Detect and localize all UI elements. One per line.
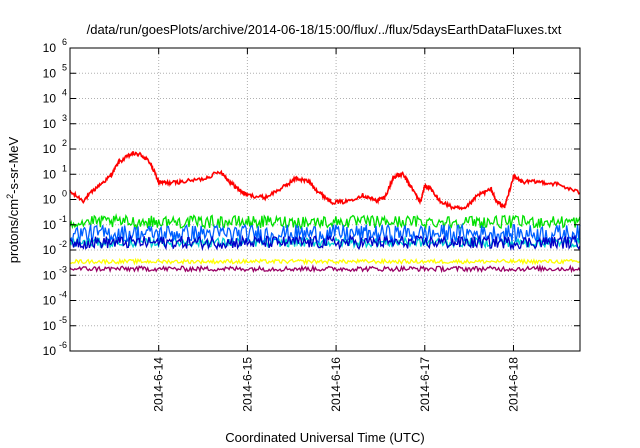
y-tick-label: 10 [43,243,57,257]
y-tick-exponent: -6 [59,340,67,350]
x-axis: 2014-6-14 2014-6-15 2014-6-16 2014-6-17 2014… [152,48,520,412]
y-tick-exponent: -3 [59,264,67,274]
series-layer [69,150,581,274]
y-tick-label: 10 [43,142,57,156]
y-tick-label: 10 [43,344,57,358]
y-tick-label: 10 [43,294,57,308]
y-axis: 10 -610 -510 -410 -310 -210 -110 010 110 210 310 41… [43,37,580,358]
series-line-5 [69,233,581,252]
y-tick-label: 10 [43,41,57,55]
y-tick-label: 10 [43,193,57,207]
series-line-2 [69,213,581,231]
y-tick-exponent: 4 [62,88,67,98]
y-axis-label-sup: 2 [5,194,15,199]
y-tick-label: 10 [43,167,57,181]
y-tick-exponent: -1 [59,214,67,224]
grid [70,48,580,351]
x-tick-label: 2014-6-15 [240,357,254,412]
y-tick-exponent: -4 [59,290,67,300]
y-tick-exponent: -2 [59,239,67,249]
y-tick-label: 10 [43,92,57,106]
x-tick-label: 2014-6-14 [152,357,166,412]
y-tick-exponent: 2 [62,138,67,148]
y-tick-label: 10 [43,268,57,282]
y-tick-exponent: 3 [62,113,67,123]
series-line-6 [69,257,581,266]
y-tick-exponent: 1 [62,163,67,173]
y-tick-label: 10 [43,117,57,131]
chart-title: /data/run/goesPlots/archive/2014-06-18/1… [87,22,562,37]
y-tick-label: 10 [43,218,57,232]
y-tick-exponent: 0 [62,189,67,199]
y-tick-label: 10 [43,319,57,333]
y-axis-label-unit: -s-sr-MeV [6,136,21,193]
x-axis-label: Coordinated Universal Time (UTC) [225,430,424,445]
series-line-7 [69,263,581,274]
x-tick-label: 2014-6-16 [329,357,343,412]
y-axis-label-main: protons/cm [6,199,21,263]
y-axis-label: protons/cm2-s-sr-MeV [5,136,21,263]
y-tick-exponent: 5 [62,62,67,72]
x-tick-label: 2014-6-17 [418,357,432,412]
x-tick-label: 2014-6-18 [506,357,520,412]
series-line-1 [69,150,581,211]
y-tick-exponent: 6 [62,37,67,47]
y-tick-label: 10 [43,66,57,80]
y-tick-exponent: -5 [59,315,67,325]
